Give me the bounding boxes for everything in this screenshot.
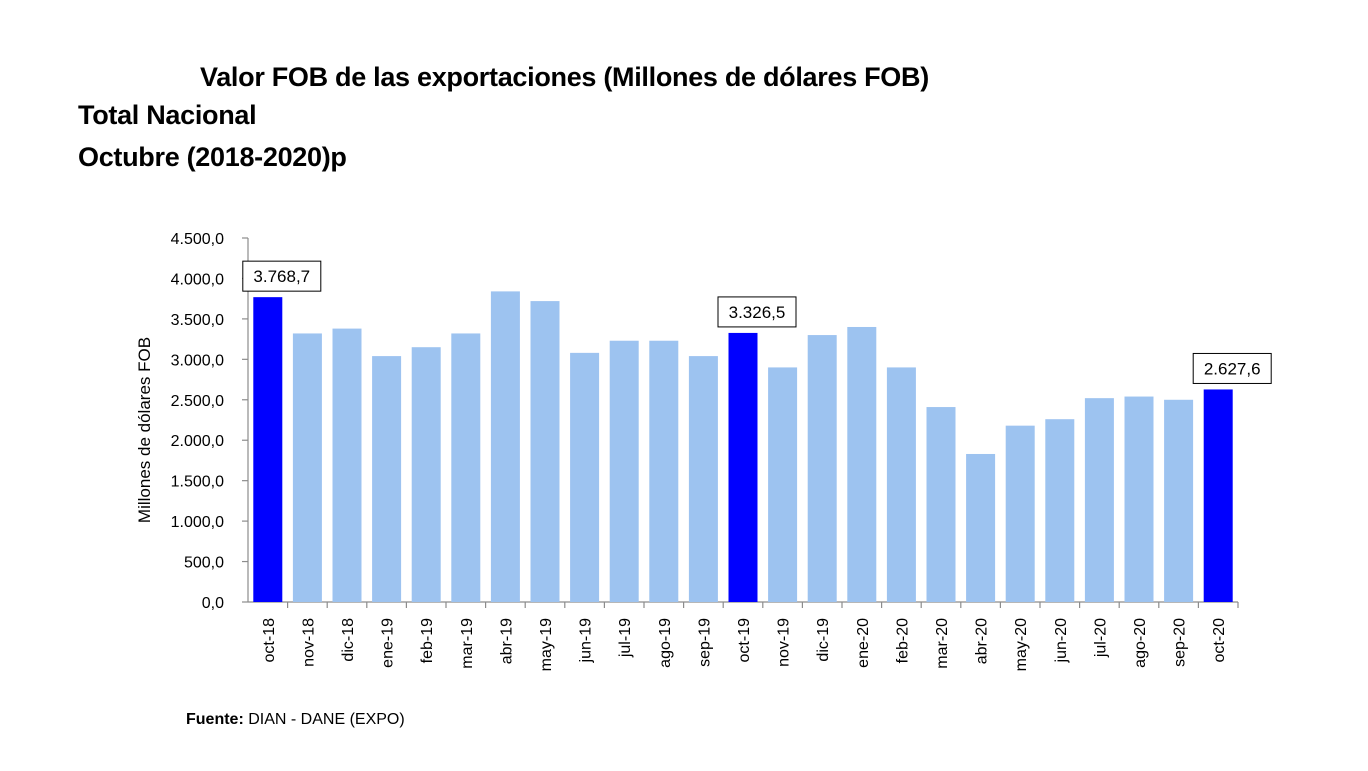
x-tick-label: oct-20 [1211,618,1228,663]
bar-sep-19 [688,356,718,602]
bar-dic-18 [332,328,362,602]
x-tick-label: jul-19 [617,618,634,658]
bar-jun-19 [570,352,600,602]
bar-dic-19 [807,335,837,602]
bar-sep-20 [1164,399,1194,602]
x-tick-label: abr-20 [974,618,991,664]
x-tick-label: sep-19 [696,618,713,667]
bar-abr-20 [966,453,996,602]
y-tick-label: 3.000,0 [171,352,224,369]
data-label: 3.326,5 [729,303,786,322]
bar-jul-20 [1084,398,1114,602]
bar-ago-19 [649,340,679,602]
bar-oct-18 [253,297,283,602]
y-tick-label: 0,0 [202,595,224,612]
x-tick-label: oct-19 [736,618,753,663]
x-tick-label: nov-18 [300,618,317,667]
x-tick-label: jun-20 [1053,618,1070,664]
x-tick-label: ago-20 [1132,618,1149,668]
bar-nov-18 [292,333,322,602]
y-axis-title: Millones de dólares FOB [135,337,154,523]
bar-oct-20 [1203,389,1233,602]
x-tick-label: nov-19 [776,618,793,667]
bar-ago-20 [1124,396,1154,602]
y-tick-label: 3.500,0 [171,312,224,329]
bar-mar-20 [926,407,956,602]
chart-title: Valor FOB de las exportaciones (Millones… [200,62,929,92]
source-note: Fuente: DIAN - DANE (EXPO) [186,711,405,729]
source-text: DIAN - DANE (EXPO) [248,711,405,728]
bar-jul-19 [609,340,639,602]
x-tick-label: abr-19 [498,618,515,664]
bar-oct-19 [728,332,758,602]
bar-feb-20 [886,367,916,602]
bar-feb-19 [411,347,441,602]
x-tick-label: jun-19 [578,618,595,664]
x-tick-label: oct-18 [261,618,278,663]
x-tick-label: ene-20 [855,618,872,668]
x-tick-label: feb-19 [419,618,436,663]
data-label-box [1192,352,1272,384]
y-tick-label: 4.000,0 [171,271,224,288]
x-tick-label: mar-20 [934,618,951,669]
x-tick-label: dic-19 [815,618,832,662]
bar-may-20 [1005,425,1035,602]
y-tick-label: 2.000,0 [171,433,224,450]
x-tick-label: ene-19 [380,618,397,668]
bar-may-19 [530,301,560,602]
chart-subtitle-region: Total Nacional [78,100,257,130]
data-label: 2.627,6 [1204,359,1261,378]
x-tick-label: dic-18 [340,618,357,662]
x-tick-label: may-20 [1013,618,1030,671]
x-tick-label: ago-19 [657,618,674,668]
bar-mar-19 [451,333,481,602]
bar-abr-19 [490,291,520,602]
y-tick-label: 1.500,0 [171,474,224,491]
chart-subtitle-period: Octubre (2018-2020)p [78,142,347,172]
bar-jun-20 [1045,419,1075,602]
y-tick-label: 4.500,0 [171,231,224,248]
x-tick-label: jul-20 [1092,618,1109,658]
x-tick-label: feb-20 [894,618,911,663]
y-tick-label: 500,0 [184,555,224,572]
y-tick-label: 1.000,0 [171,514,224,531]
x-tick-label: may-19 [538,618,555,671]
bar-nov-19 [768,367,798,602]
source-label: Fuente: [186,711,244,728]
x-tick-label: mar-19 [459,618,476,669]
data-label-box [242,260,322,292]
bar-ene-19 [372,356,402,602]
data-label: 3.768,7 [253,267,310,286]
y-tick-label: 2.500,0 [171,393,224,410]
data-label-box [717,296,797,328]
x-tick-label: sep-20 [1172,618,1189,667]
bar-ene-20 [847,326,877,602]
